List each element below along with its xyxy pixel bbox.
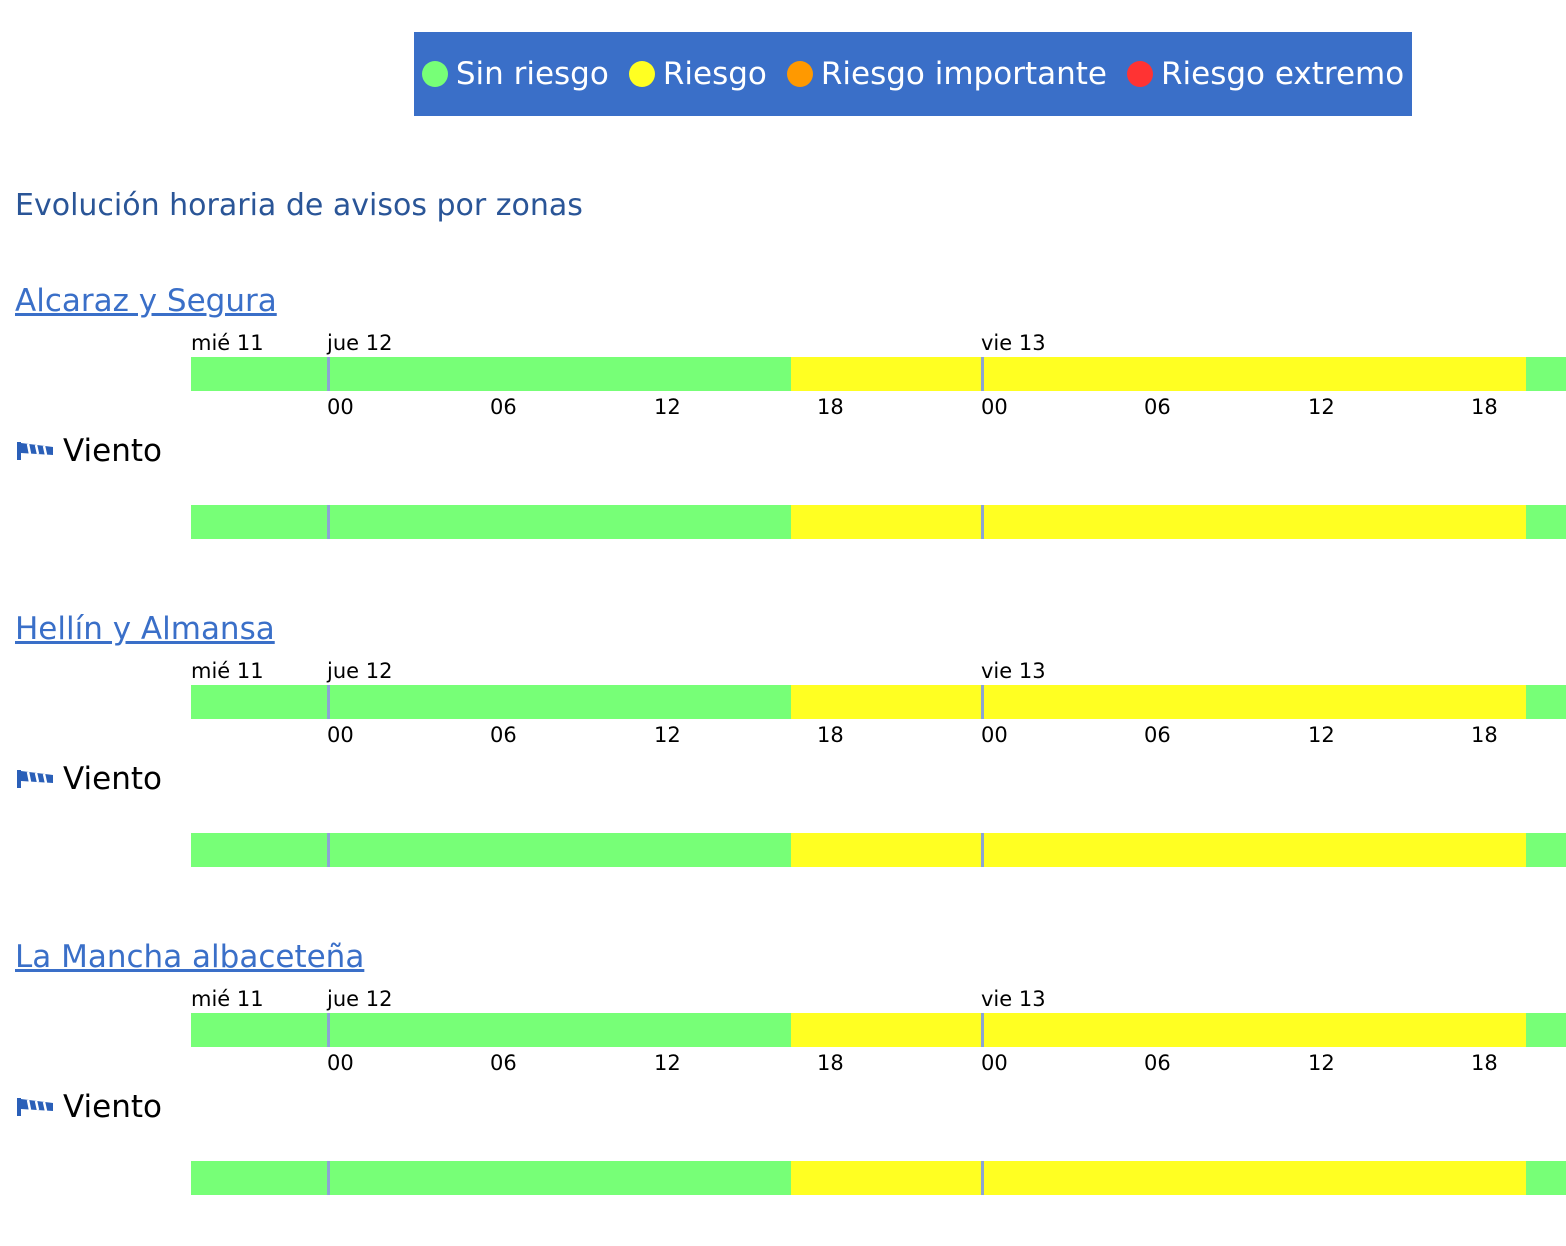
hour-label: 00 xyxy=(981,723,1008,747)
hour-label: 06 xyxy=(1144,1051,1171,1075)
zone-hellin-y-almansa: Hellín y Almansa mié 11 jue 12 vie 13 00… xyxy=(0,611,1566,911)
day-divider xyxy=(327,685,330,719)
legend-label: Riesgo xyxy=(662,56,767,92)
riesgo-segment xyxy=(791,833,1526,867)
hour-label: 18 xyxy=(1471,723,1498,747)
green-dot-icon xyxy=(421,61,448,87)
phenomenon-label: Viento xyxy=(63,761,162,797)
day-label: jue 12 xyxy=(327,659,393,683)
sin-riesgo-segment xyxy=(191,1161,791,1195)
page-title: Evolución horaria de avisos por zonas xyxy=(15,188,583,223)
warning-timeline-bar[interactable] xyxy=(191,357,1566,391)
hour-label: 06 xyxy=(490,395,517,419)
phenomenon-row: Viento xyxy=(15,761,162,797)
legend-label: Riesgo extremo xyxy=(1160,56,1405,92)
sin-riesgo-segment xyxy=(1526,505,1566,539)
day-label: vie 13 xyxy=(981,659,1046,683)
zone-la-mancha-albacetena: La Mancha albaceteña mié 11 jue 12 vie 1… xyxy=(0,939,1566,1239)
day-label: mié 11 xyxy=(191,987,264,1011)
sin-riesgo-segment xyxy=(1526,357,1566,391)
yellow-dot-icon xyxy=(628,61,655,87)
riesgo-segment xyxy=(791,505,1526,539)
day-divider xyxy=(327,1013,330,1047)
warning-timeline-bar[interactable] xyxy=(191,1013,1566,1047)
sin-riesgo-segment xyxy=(191,833,791,867)
day-divider xyxy=(981,685,984,719)
hour-label: 00 xyxy=(981,395,1008,419)
day-divider xyxy=(981,1161,984,1195)
day-divider xyxy=(327,833,330,867)
riesgo-segment xyxy=(791,1013,1526,1047)
hour-label: 12 xyxy=(654,1051,681,1075)
hour-label: 00 xyxy=(981,1051,1008,1075)
day-label: vie 13 xyxy=(981,331,1046,355)
sin-riesgo-segment xyxy=(191,1013,791,1047)
wind-icon xyxy=(17,442,53,460)
zone-link[interactable]: Alcaraz y Segura xyxy=(15,283,277,319)
hour-label: 18 xyxy=(817,1051,844,1075)
hour-label: 00 xyxy=(327,723,354,747)
legend-item-sin-riesgo: Sin riesgo xyxy=(421,56,609,92)
sin-riesgo-segment xyxy=(1526,1161,1566,1195)
hour-label: 18 xyxy=(817,723,844,747)
wind-timeline-bar[interactable] xyxy=(191,1161,1566,1195)
zone-link[interactable]: La Mancha albaceteña xyxy=(15,939,365,975)
hour-label: 12 xyxy=(654,723,681,747)
phenomenon-label: Viento xyxy=(63,1089,162,1125)
riesgo-segment xyxy=(791,357,1526,391)
risk-legend: Sin riesgo Riesgo Riesgo importante Ries… xyxy=(414,32,1412,116)
day-divider xyxy=(327,1161,330,1195)
hour-label: 06 xyxy=(490,723,517,747)
day-label: jue 12 xyxy=(327,331,393,355)
hour-label: 18 xyxy=(817,395,844,419)
wind-icon xyxy=(17,1098,53,1116)
hour-label: 00 xyxy=(327,395,354,419)
phenomenon-row: Viento xyxy=(15,1089,162,1125)
riesgo-segment xyxy=(791,685,1526,719)
phenomenon-row: Viento xyxy=(15,433,162,469)
day-label: mié 11 xyxy=(191,659,264,683)
day-label: jue 12 xyxy=(327,987,393,1011)
day-label: mié 11 xyxy=(191,331,264,355)
day-divider xyxy=(981,357,984,391)
sin-riesgo-segment xyxy=(191,357,791,391)
day-divider xyxy=(981,1013,984,1047)
legend-item-riesgo: Riesgo xyxy=(628,56,767,92)
phenomenon-label: Viento xyxy=(63,433,162,469)
sin-riesgo-segment xyxy=(191,505,791,539)
wind-timeline-bar[interactable] xyxy=(191,505,1566,539)
sin-riesgo-segment xyxy=(1526,833,1566,867)
hour-label: 12 xyxy=(654,395,681,419)
wind-timeline-bar[interactable] xyxy=(191,833,1566,867)
hour-label: 18 xyxy=(1471,1051,1498,1075)
legend-item-riesgo-importante: Riesgo importante xyxy=(786,56,1107,92)
zone-link[interactable]: Hellín y Almansa xyxy=(15,611,275,647)
hour-label: 06 xyxy=(1144,395,1171,419)
day-divider xyxy=(981,833,984,867)
hour-label: 00 xyxy=(327,1051,354,1075)
day-divider xyxy=(327,357,330,391)
hour-label: 06 xyxy=(490,1051,517,1075)
sin-riesgo-segment xyxy=(191,685,791,719)
sin-riesgo-segment xyxy=(1526,685,1566,719)
legend-label: Sin riesgo xyxy=(455,56,609,92)
riesgo-segment xyxy=(791,1161,1526,1195)
legend-item-riesgo-extremo: Riesgo extremo xyxy=(1126,56,1405,92)
legend-label: Riesgo importante xyxy=(820,56,1107,92)
hour-label: 06 xyxy=(1144,723,1171,747)
day-label: vie 13 xyxy=(981,987,1046,1011)
hour-label: 12 xyxy=(1308,1051,1335,1075)
hour-label: 18 xyxy=(1471,395,1498,419)
sin-riesgo-segment xyxy=(1526,1013,1566,1047)
day-divider xyxy=(981,505,984,539)
wind-icon xyxy=(17,770,53,788)
warning-timeline-bar[interactable] xyxy=(191,685,1566,719)
zone-alcaraz-y-segura: Alcaraz y Segura mié 11 jue 12 vie 13 00… xyxy=(0,283,1566,583)
orange-dot-icon xyxy=(786,61,813,87)
red-dot-icon xyxy=(1126,61,1153,87)
day-divider xyxy=(327,505,330,539)
hour-label: 12 xyxy=(1308,395,1335,419)
hour-label: 12 xyxy=(1308,723,1335,747)
